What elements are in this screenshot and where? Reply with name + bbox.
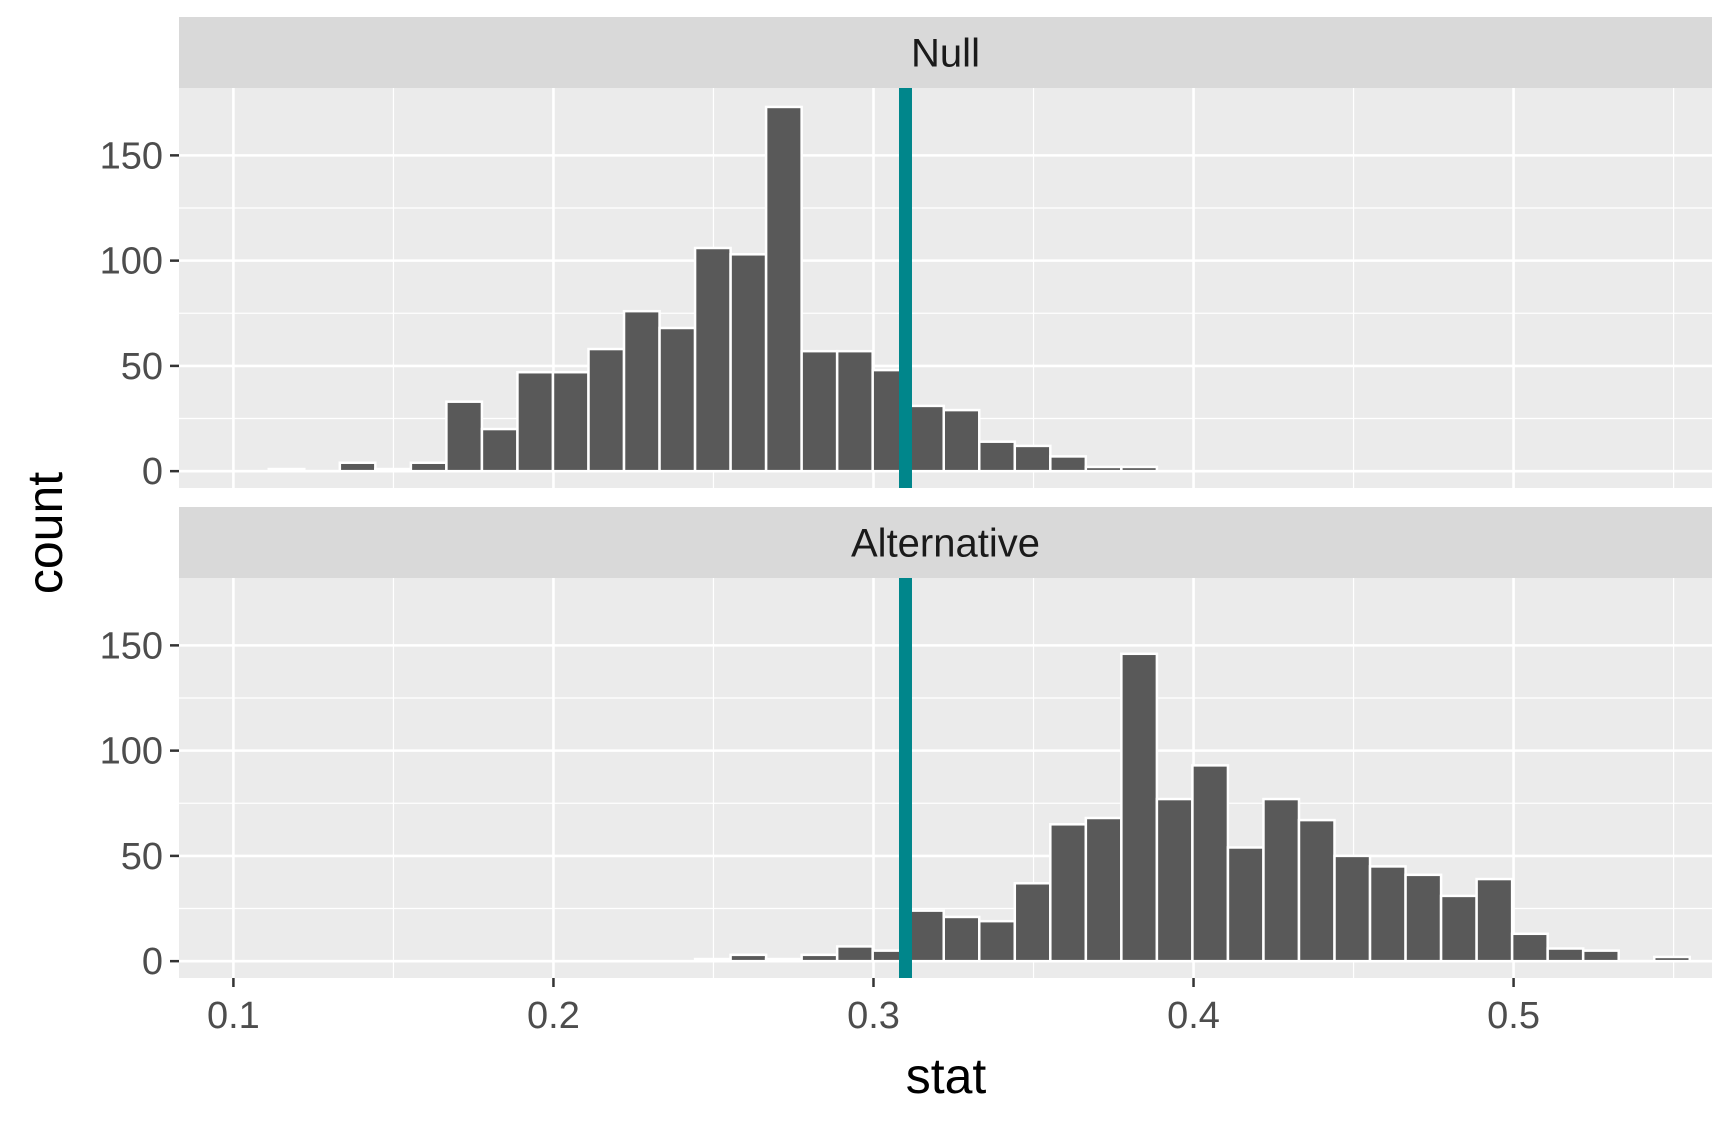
histogram-bar — [1120, 652, 1159, 963]
histogram-bar — [835, 945, 874, 963]
histogram-bar — [693, 246, 732, 473]
histogram-bar — [1368, 865, 1407, 963]
histogram-bar — [516, 370, 555, 473]
histogram-bar — [409, 461, 448, 473]
facet-strip-label: Null — [911, 32, 980, 76]
histogram-bar — [1049, 455, 1088, 473]
y-tick-label: 0 — [142, 941, 163, 983]
histogram-bar — [1333, 854, 1372, 963]
facet-strip — [179, 507, 1712, 578]
x-tick-label: 0.3 — [847, 995, 900, 1037]
y-tick-label: 0 — [142, 451, 163, 493]
histogram-bar — [800, 349, 839, 473]
histogram-bar — [338, 461, 377, 473]
y-axis-title: count — [17, 472, 73, 594]
histogram-bar — [551, 370, 590, 473]
histogram-bar — [835, 349, 874, 473]
histogram-bar — [1404, 873, 1443, 963]
histogram-bar — [374, 467, 413, 473]
facet-alternative: Alternative — [179, 507, 1712, 978]
histogram-bar — [729, 953, 768, 963]
histogram-bar — [978, 919, 1017, 963]
histogram-bar — [1439, 894, 1478, 963]
facet-strip-label: Alternative — [851, 522, 1040, 566]
histogram-bar — [1546, 947, 1585, 963]
histogram-bar — [267, 467, 306, 473]
histogram-bar — [445, 400, 484, 473]
histogram-bar — [1013, 444, 1052, 473]
x-tick-label: 0.5 — [1487, 995, 1540, 1037]
histogram-bar — [906, 404, 945, 473]
histogram-bar — [1120, 465, 1159, 473]
histogram-bar — [693, 957, 732, 963]
y-tick-label: 150 — [100, 135, 163, 177]
y-tick-label: 150 — [100, 625, 163, 667]
histogram-bar — [1297, 818, 1336, 963]
histogram-bar — [1652, 955, 1692, 963]
histogram-bar — [1510, 932, 1549, 963]
facet-panels: Null Alternative — [179, 17, 1712, 978]
x-axis-title: stat — [906, 1048, 987, 1104]
x-tick-label: 0.2 — [527, 995, 580, 1037]
y-tick-label: 50 — [121, 346, 163, 388]
y-tick-label: 100 — [100, 241, 163, 283]
histogram-bar — [1226, 846, 1265, 963]
histogram-bar — [729, 253, 768, 473]
histogram-bar — [1155, 797, 1194, 963]
x-tick-label: 0.4 — [1167, 995, 1220, 1037]
x-axis-ticks: 0.1 0.2 0.3 0.4 0.5 — [207, 978, 1540, 1037]
histogram-bar — [1191, 764, 1230, 963]
histogram-bar — [978, 440, 1017, 473]
histogram-bar — [1475, 877, 1514, 963]
histogram-bar — [1013, 882, 1052, 963]
histogram-bar — [906, 909, 945, 963]
x-tick-label: 0.1 — [207, 995, 260, 1037]
histogram-bar — [942, 408, 981, 473]
histogram-bar — [1049, 823, 1088, 963]
histogram-bar — [1581, 949, 1620, 963]
facet-strip — [179, 17, 1712, 88]
histogram-bar — [764, 105, 803, 473]
y-tick-label: 50 — [121, 836, 163, 878]
histogram-bar — [658, 326, 697, 473]
histogram-bar — [480, 427, 519, 473]
histogram-bar — [622, 309, 661, 473]
y-tick-label: 100 — [100, 731, 163, 773]
histogram-bar — [942, 915, 981, 963]
histogram-bar — [1262, 797, 1301, 963]
histogram-bar — [587, 347, 626, 473]
histogram-bar — [800, 953, 839, 963]
histogram-bar — [764, 957, 803, 963]
histogram-bar — [1084, 465, 1123, 473]
y-axis-ticks: 0 50 100 150 0 50 100 150 — [100, 135, 179, 983]
histogram-bar — [1084, 816, 1123, 963]
facet-null: Null — [179, 17, 1712, 488]
